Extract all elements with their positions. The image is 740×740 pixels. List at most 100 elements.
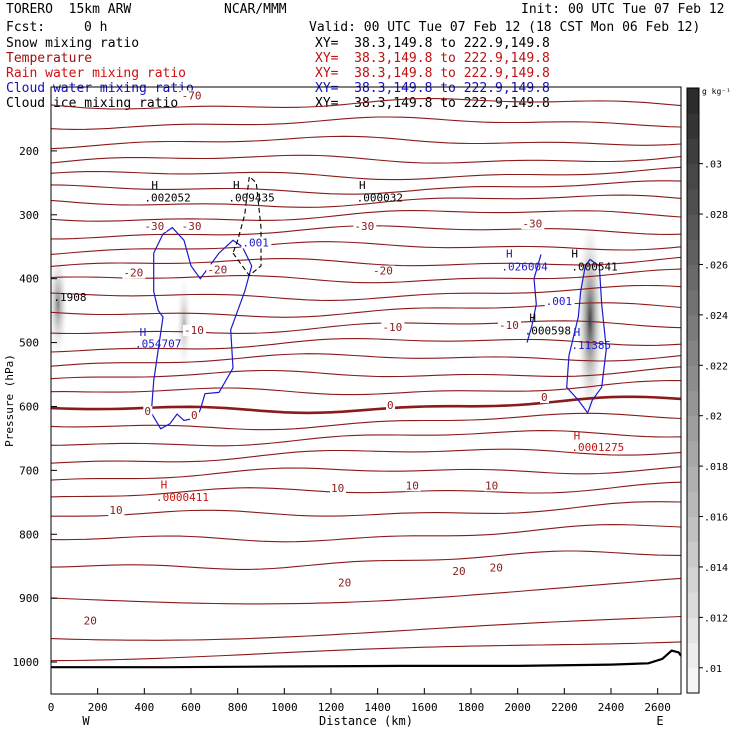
maximum-value-label: .000032 (357, 191, 403, 204)
colorbar-tick-label: .028 (704, 210, 728, 221)
contour-label-bg (190, 409, 199, 421)
x-tick-label: 1000 (271, 701, 298, 714)
colorbar-step (687, 541, 699, 568)
temperature-contour-label: -30 (522, 217, 542, 230)
colorbar-tick-label: .022 (704, 361, 728, 372)
temperature-contour (51, 448, 681, 464)
legend-field-xy: XY= 38.3,149.8 to 222.9,149.8 (315, 51, 550, 66)
maximum-value-label: .026004 (501, 260, 548, 273)
contour-label-bg (143, 220, 167, 232)
temperature-contour (51, 180, 681, 195)
colorbar-step (687, 340, 699, 366)
colorbar-tick-label: .018 (704, 462, 728, 473)
contour-label-bg (82, 615, 99, 627)
colorbar-step (687, 365, 699, 391)
y-axis-title: Pressure (hPa) (3, 354, 16, 447)
colorbar-step (687, 138, 699, 165)
x-tick-label: 2600 (644, 701, 671, 714)
maximum-value-label: .000598 (525, 324, 571, 337)
colorbar-step (687, 491, 699, 518)
contour-label-bg (451, 565, 468, 577)
maximum-marker: H (506, 248, 513, 261)
contour-label-bg (544, 296, 575, 308)
colorbar-tick-label: .01 (704, 664, 722, 675)
cloud-water-contour-label: .001 (242, 236, 268, 249)
west-label: W (82, 714, 90, 728)
colorbar-step (687, 88, 699, 114)
temperature-contour (51, 166, 681, 181)
freezing-level-contour (51, 395, 681, 415)
colorbar-step (687, 264, 699, 291)
init-label: Init: 00 UTC Tue 07 Feb 12 (521, 2, 725, 17)
temperature-contour-label: 10 (109, 504, 122, 517)
maximum-value-label: .054707 (135, 338, 181, 351)
temperature-contour-label: 0 (541, 391, 548, 404)
colorbar-unit-label: g kg⁻¹ (702, 87, 731, 96)
temperature-contour-label: 0 (144, 405, 151, 418)
contour-label-bg (330, 482, 346, 494)
temperature-contour (51, 194, 681, 208)
x-tick-label: 2000 (504, 701, 531, 714)
x-tick-label: 400 (134, 701, 154, 714)
temperature-contour (51, 615, 681, 641)
temperature-contour (51, 268, 681, 284)
y-tick-label: 500 (19, 337, 39, 350)
colorbar-tick-label: .014 (704, 563, 728, 574)
maximum-value-label: .0000411 (156, 491, 209, 504)
fcst-value: 0 h (84, 20, 108, 35)
maximum-marker: H (359, 179, 366, 192)
x-tick-label: 2200 (551, 701, 578, 714)
colorbar-step (687, 415, 699, 442)
contour-label-bg (206, 264, 230, 276)
contour-label-bg (484, 480, 500, 492)
temperature-contour (51, 412, 681, 431)
legend-field-name: Rain water mixing ratio (6, 66, 187, 81)
temperature-contour (51, 320, 681, 335)
y-tick-label: 700 (19, 464, 39, 477)
cloud-water-contour (566, 258, 607, 415)
temperature-contour (51, 466, 681, 481)
temperature-contour (51, 98, 681, 110)
contour-label-bg (404, 480, 421, 492)
contour-label-bg (488, 562, 505, 574)
x-tick-label: 200 (88, 701, 108, 714)
maximum-marker: H (574, 326, 581, 339)
temperature-contour-label: 20 (452, 565, 465, 578)
temperature-contour-label: -20 (123, 266, 143, 279)
maximum-marker: H (140, 326, 147, 339)
temperature-contour-label: -10 (499, 319, 519, 332)
contour-label-bg (143, 406, 153, 418)
x-tick-label: 600 (181, 701, 201, 714)
temperature-contour (51, 481, 681, 498)
x-tick-label: 1800 (458, 701, 485, 714)
temperature-contour-label: -70 (182, 90, 202, 103)
x-tick-label: 800 (228, 701, 248, 714)
colorbar-step (687, 592, 699, 618)
y-tick-label: 800 (19, 528, 39, 541)
temperature-contour-label: 10 (331, 482, 344, 495)
temperature-contour (51, 550, 681, 570)
temperature-contour (51, 302, 681, 318)
y-tick-label: 600 (19, 400, 39, 413)
colorbar-tick-label: .026 (704, 260, 728, 271)
center-label: NCAR/MMM (224, 2, 287, 17)
maximum-marker: H (529, 311, 536, 324)
maximum-marker: H (151, 179, 158, 192)
temperature-contour (51, 256, 681, 267)
colorbar-tick-label: .024 (704, 311, 728, 322)
temperature-contour (51, 501, 681, 517)
temperature-contour (51, 135, 681, 150)
legend-field-xy: XY= 38.3,149.8 to 222.9,149.8 (315, 81, 550, 96)
contour-label-bg (180, 90, 204, 102)
temperature-contour-label: 10 (406, 479, 419, 492)
colorbar-step (687, 239, 699, 265)
contour-label-bg (372, 265, 395, 277)
contour-label-bg (386, 399, 395, 411)
colorbar-tick-label: .012 (704, 613, 728, 624)
temperature-contour-label: -10 (382, 321, 402, 334)
colorbar-step (687, 642, 699, 669)
temperature-contour (51, 284, 681, 301)
temperature-contour (51, 430, 681, 447)
x-tick-label: 2400 (598, 701, 625, 714)
contour-label-bg (183, 324, 206, 336)
